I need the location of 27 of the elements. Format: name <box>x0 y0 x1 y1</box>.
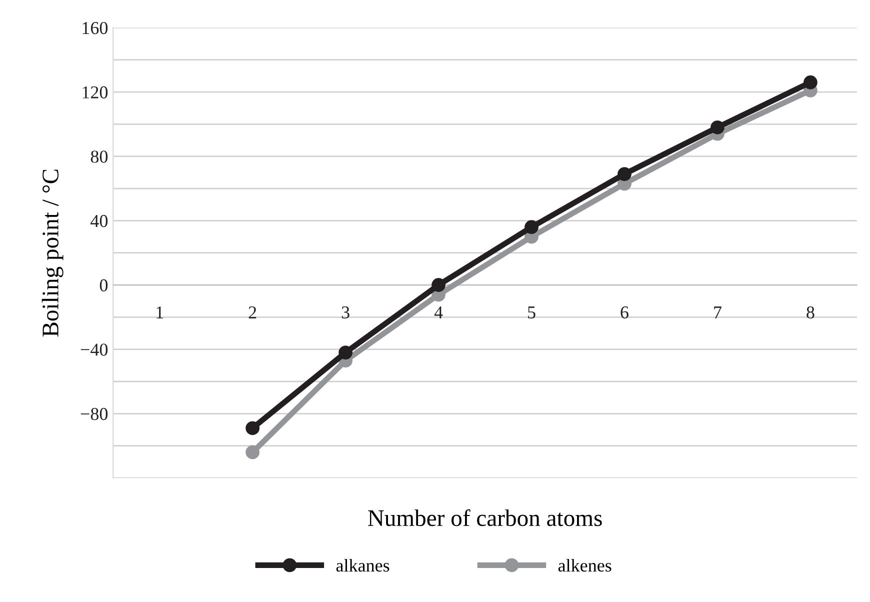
y-tick-label: 0 <box>100 279 108 292</box>
x-tick-label: 1 <box>156 306 164 318</box>
legend-label: alkanes <box>336 558 390 572</box>
x-tick-label: 2 <box>248 306 256 318</box>
y-tick-label: −40 <box>80 344 108 356</box>
y-tick-label: 40 <box>90 214 108 228</box>
legend-label: alkenes <box>558 558 612 572</box>
x-tick-label: 7 <box>714 306 722 318</box>
x-tick-label: 6 <box>620 306 628 319</box>
y-tick-label: −80 <box>80 408 108 420</box>
point <box>432 278 446 292</box>
point <box>246 445 260 460</box>
point <box>710 120 724 134</box>
point <box>804 75 818 90</box>
x-axis-title: Number of carbon atoms <box>368 509 602 526</box>
point <box>246 421 260 436</box>
y-tick-label: 160 <box>82 22 108 34</box>
y-axis-title: Boiling point / °C <box>42 170 64 337</box>
x-tick-label: 5 <box>528 306 536 319</box>
point <box>524 220 538 234</box>
x-tick-label: 8 <box>806 306 814 319</box>
y-tick-label: 120 <box>82 86 108 98</box>
point <box>338 346 352 360</box>
y-tick-label: 80 <box>90 150 108 163</box>
x-tick-label: 4 <box>434 306 443 318</box>
x-tick-label: 3 <box>342 306 350 319</box>
point <box>618 167 632 181</box>
